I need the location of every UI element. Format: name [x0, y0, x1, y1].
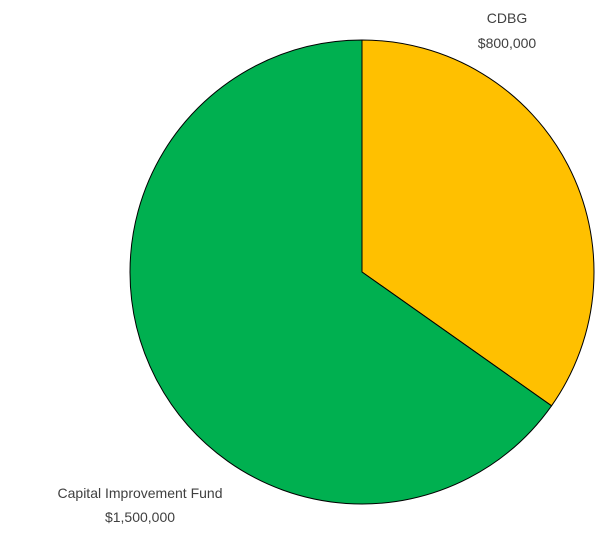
slice-value-capital-improvement-fund: $1,500,000: [105, 509, 175, 525]
pie-labels: CDBG $800,000 Capital Improvement Fund $…: [58, 10, 537, 525]
pie-slices: [129, 39, 595, 505]
pie-slice-cdbg: [361, 39, 595, 407]
slice-value-cdbg: $800,000: [478, 35, 537, 51]
slice-label-cdbg: CDBG: [487, 10, 527, 26]
slice-label-capital-improvement-fund: Capital Improvement Fund: [58, 485, 223, 501]
pie-slice-capital-improvement-fund: [129, 39, 553, 505]
